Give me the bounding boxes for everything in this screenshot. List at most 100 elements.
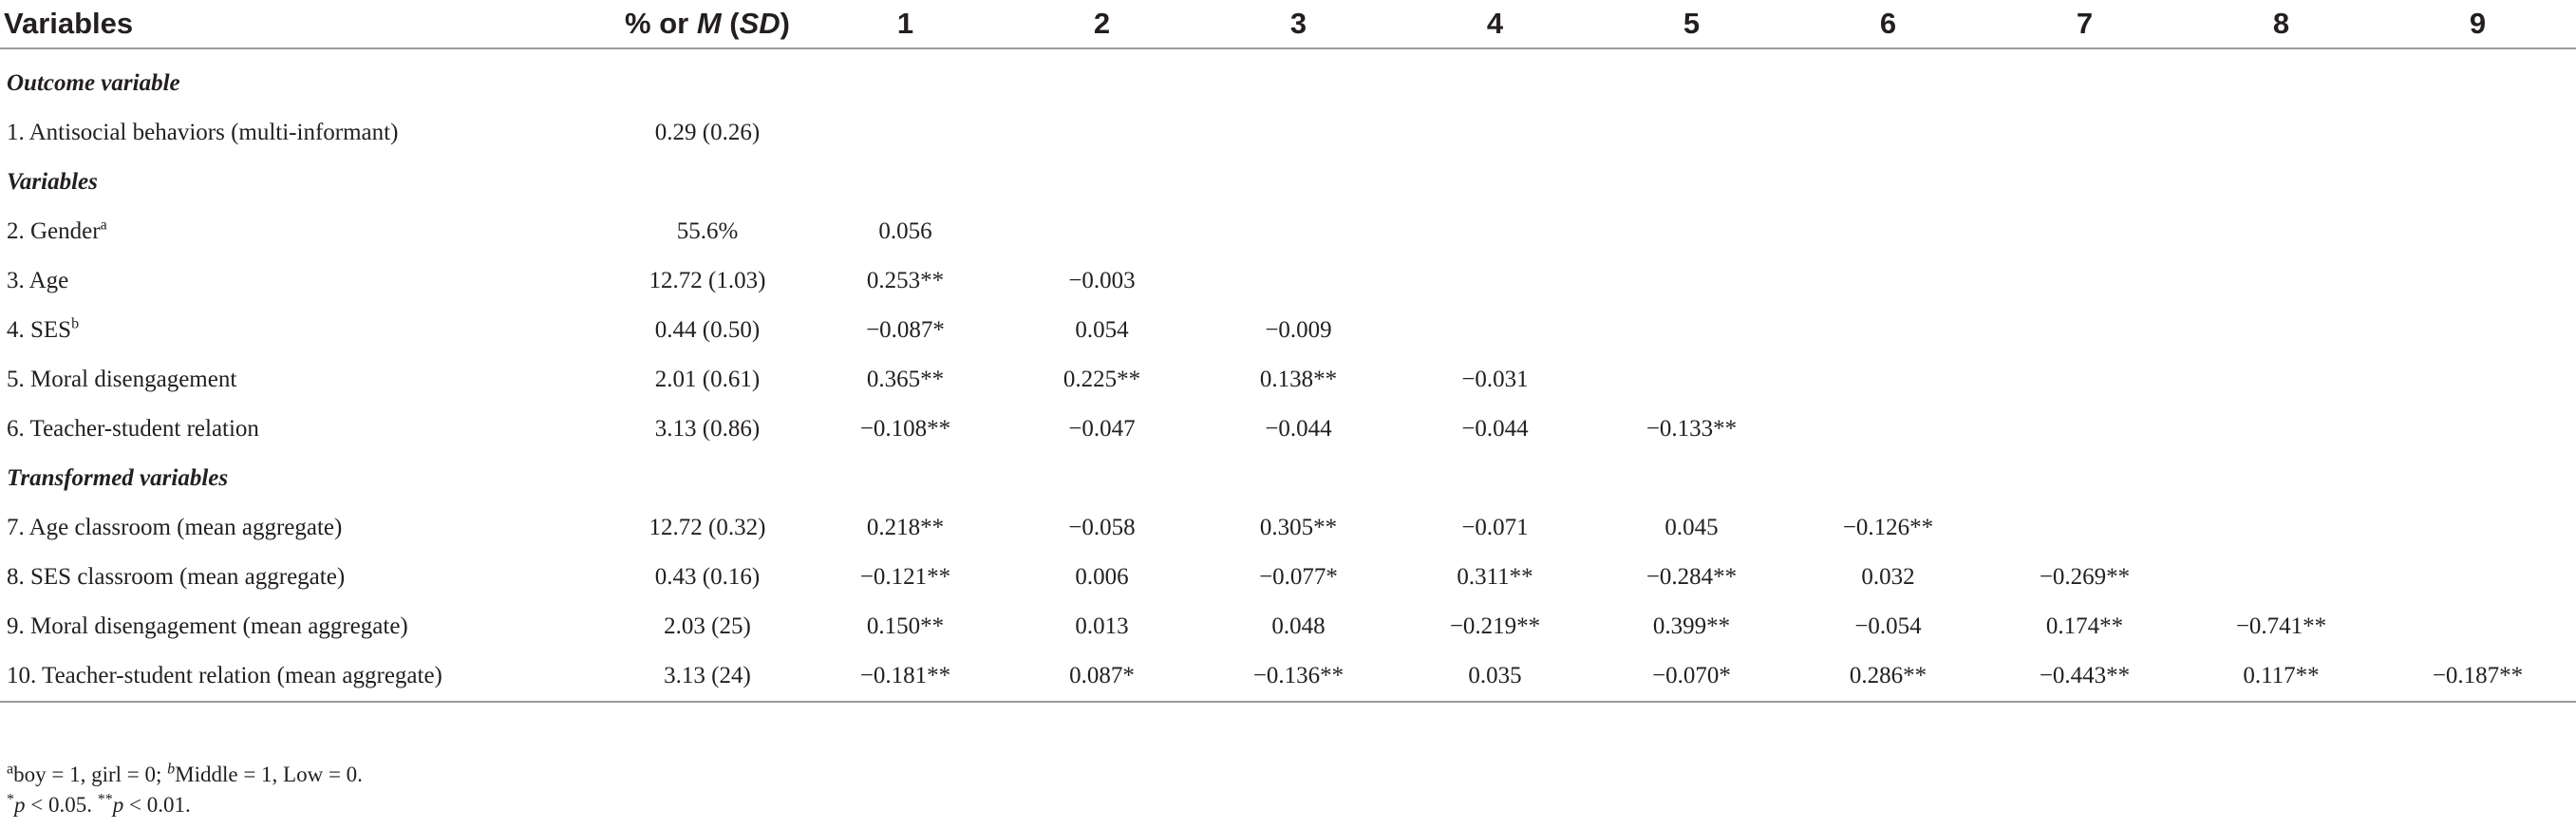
header-col-7: 7 xyxy=(1986,0,2183,49)
correlation-cell: 0.225** xyxy=(1062,367,1141,392)
variable-label: 4. SESb xyxy=(7,315,80,343)
correlation-cell xyxy=(1790,207,1986,256)
correlation-cell xyxy=(1986,207,2183,256)
correlation-cell: −0.058 xyxy=(1068,515,1136,540)
correlation-cell xyxy=(2379,405,2576,454)
table-row: 1. Antisocial behaviors (multi-informant… xyxy=(0,108,2576,158)
correlation-cell xyxy=(1397,108,1593,158)
variable-label: 2. Gendera xyxy=(7,217,107,244)
correlation-cell xyxy=(1986,108,2183,158)
variable-label: 6. Teacher-student relation xyxy=(7,416,259,442)
stat-cell: 0.44 (0.50) xyxy=(654,317,761,343)
correlation-cell xyxy=(1593,306,1790,355)
section-label: Variables xyxy=(7,169,98,195)
correlation-cell xyxy=(1593,108,1790,158)
header-col-5: 5 xyxy=(1593,0,1790,49)
stat-cell: 12.72 (0.32) xyxy=(649,515,766,540)
stat-cell: 12.72 (1.03) xyxy=(649,268,766,293)
correlation-cell xyxy=(2379,355,2576,405)
footnote-coding: aboy = 1, girl = 0; bMiddle = 1, Low = 0… xyxy=(7,761,363,786)
correlation-cell: −0.003 xyxy=(1068,268,1136,293)
correlation-cell: −0.070* xyxy=(1593,651,1790,703)
correlation-cell: 0.045 xyxy=(1664,515,1719,540)
correlation-cell: −0.108** xyxy=(859,416,951,442)
correlation-cell: −0.077* xyxy=(1259,564,1338,590)
correlation-cell xyxy=(1200,207,1397,256)
correlation-cell: 0.013 xyxy=(1075,613,1129,639)
correlation-cell xyxy=(1397,306,1593,355)
correlation-cell: −0.047 xyxy=(1068,416,1136,442)
correlation-cell: 0.048 xyxy=(1271,613,1326,639)
correlation-cell xyxy=(1986,306,2183,355)
correlation-cell: −0.031 xyxy=(1461,367,1529,392)
correlation-cell: 0.056 xyxy=(878,218,932,244)
correlation-cell xyxy=(1986,355,2183,405)
correlation-table: Variables % or M (SD) 1 2 3 4 5 6 7 8 9 … xyxy=(0,0,2576,703)
section-row-outcome: Outcome variable xyxy=(0,48,2576,108)
header-row: Variables % or M (SD) 1 2 3 4 5 6 7 8 9 xyxy=(0,0,2576,49)
correlation-cell: 0.006 xyxy=(1075,564,1129,590)
correlation-cell xyxy=(2379,503,2576,553)
correlation-cell: 0.218** xyxy=(866,515,945,540)
header-col-1: 1 xyxy=(807,0,1004,49)
correlation-cell: −0.044 xyxy=(1461,416,1529,442)
correlation-cell xyxy=(1790,256,1986,306)
correlation-cell xyxy=(1790,108,1986,158)
correlation-cell: 0.032 xyxy=(1861,564,1915,590)
correlation-cell xyxy=(2379,108,2576,158)
correlation-cell: −0.121** xyxy=(859,564,951,590)
correlation-cell xyxy=(807,108,1004,158)
correlation-cell xyxy=(2379,602,2576,651)
table-row: 7. Age classroom (mean aggregate) 12.72 (… xyxy=(0,503,2576,553)
correlation-cell: −0.087* xyxy=(866,317,945,343)
header-col-8: 8 xyxy=(2183,0,2379,49)
header-stat: % or M (SD) xyxy=(608,0,807,49)
correlation-cell: 0.399** xyxy=(1652,613,1731,639)
correlation-cell: −0.741** xyxy=(2235,613,2327,639)
correlation-cell: 0.087* xyxy=(1004,651,1200,703)
correlation-cell: 0.054 xyxy=(1075,317,1129,343)
correlation-cell: 0.286** xyxy=(1790,651,1986,703)
correlation-cell: 0.174** xyxy=(2045,613,2124,639)
correlation-cell xyxy=(1986,503,2183,553)
variable-label: 3. Age xyxy=(7,268,69,293)
correlation-cell xyxy=(1593,355,1790,405)
header-variables: Variables xyxy=(0,0,608,49)
header-col-3: 3 xyxy=(1200,0,1397,49)
correlation-cell xyxy=(2379,256,2576,306)
correlation-cell xyxy=(2379,207,2576,256)
correlation-cell: −0.219** xyxy=(1449,613,1541,639)
correlation-cell xyxy=(1790,355,1986,405)
section-label: Outcome variable xyxy=(7,70,180,96)
footnote-significance: *p < 0.05. **p < 0.01. xyxy=(7,791,191,817)
correlation-cell xyxy=(1593,207,1790,256)
correlation-cell xyxy=(2183,355,2379,405)
variable-label: 5. Moral disengagement xyxy=(7,367,237,392)
correlation-cell xyxy=(1790,405,1986,454)
correlation-cell: −0.126** xyxy=(1842,515,1934,540)
stat-cell: 3.13 (0.86) xyxy=(654,416,761,442)
table-row: 9. Moral disengagement (mean aggregate) 2… xyxy=(0,602,2576,651)
section-label: Transformed variables xyxy=(7,465,229,491)
correlation-cell xyxy=(1004,207,1200,256)
correlation-cell xyxy=(1790,306,1986,355)
table-row: 8. SES classroom (mean aggregate) 0.43 (0… xyxy=(0,553,2576,602)
correlation-cell: −0.136** xyxy=(1200,651,1397,703)
correlation-cell: −0.284** xyxy=(1645,564,1738,590)
stat-cell: 55.6% xyxy=(676,218,739,244)
table-row: 4. SESb 0.44 (0.50) −0.087* 0.054 −0.009 xyxy=(0,306,2576,355)
correlation-cell: 0.305** xyxy=(1259,515,1338,540)
table-row: 10. Teacher-student relation (mean aggre… xyxy=(0,651,2576,703)
correlation-cell xyxy=(1593,256,1790,306)
correlation-cell xyxy=(1200,108,1397,158)
stat-cell: 2.03 (25) xyxy=(664,613,751,639)
table-row: 6. Teacher-student relation 3.13 (0.86) −0… xyxy=(0,405,2576,454)
correlation-cell xyxy=(2183,256,2379,306)
header-col-2: 2 xyxy=(1004,0,1200,49)
correlation-cell: −0.187** xyxy=(2379,651,2576,703)
table-row: 2. Gendera 55.6% 0.056 xyxy=(0,207,2576,256)
correlation-cell: −0.044 xyxy=(1265,416,1332,442)
variable-label: 1. Antisocial behaviors (multi-informant… xyxy=(7,120,399,145)
variable-label: 7. Age classroom (mean aggregate) xyxy=(7,515,343,540)
correlation-cell xyxy=(1004,108,1200,158)
